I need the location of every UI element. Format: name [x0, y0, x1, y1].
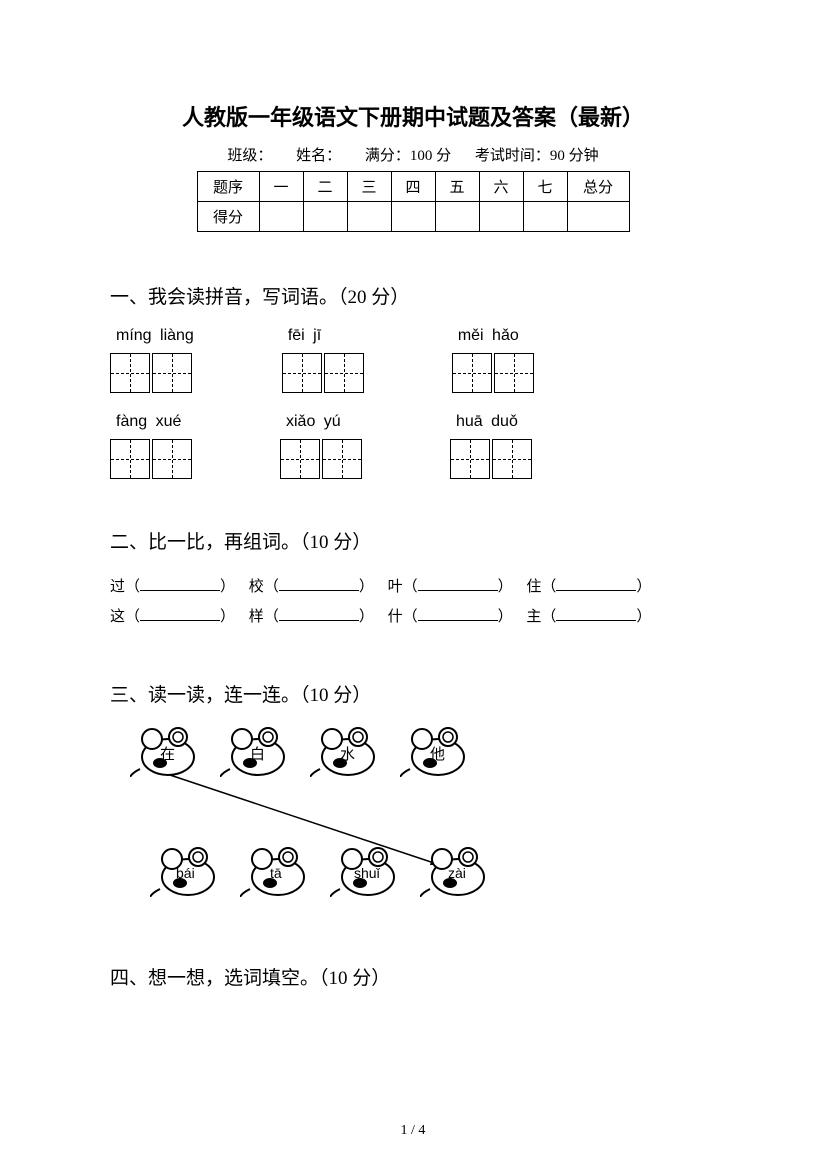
tianzige-box	[450, 439, 490, 479]
tianzige-box	[280, 439, 320, 479]
mouse-pinyin: tā	[270, 865, 282, 881]
mice-diagram: 在 白 水 他 bái tā shuǐ zài	[110, 725, 510, 915]
mouse-char: 水	[340, 743, 355, 764]
blank	[140, 590, 220, 591]
score-table: 题序 一 二 三 四 五 六 七 总分 得分	[197, 171, 630, 232]
blank	[418, 590, 498, 591]
section-title: 一、我会读拼音，写词语。（20 分）	[110, 282, 716, 309]
pinyin-item: huā duǒ	[450, 413, 532, 479]
mouse-icon: bái	[150, 845, 222, 897]
tianzige-box	[110, 439, 150, 479]
mouse-char: 白	[250, 743, 265, 764]
header-cell: 二	[303, 172, 347, 202]
char: 叶	[388, 579, 403, 595]
score-cell	[259, 202, 303, 232]
compare-row: 过（） 校（） 叶（） 住（）	[110, 572, 716, 602]
pinyin-text: míng liàng	[116, 327, 194, 345]
header-cell: 四	[391, 172, 435, 202]
blank	[279, 620, 359, 621]
blank	[418, 620, 498, 621]
section-4: 四、想一想，选词填空。（10 分）	[110, 963, 716, 990]
full-score: 满分：100 分	[365, 148, 451, 164]
mouse-char: 他	[430, 743, 445, 764]
pinyin-row: míng liàng fēi jī měi hǎo	[110, 327, 716, 393]
name-label: 姓名：	[296, 148, 341, 164]
tianzige-box	[452, 353, 492, 393]
pinyin-item: xiǎo yú	[280, 413, 362, 479]
score-label: 得分	[197, 202, 259, 232]
meta-line: 班级： 姓名： 满分：100 分 考试时间：90 分钟	[110, 144, 716, 165]
mouse-icon: zài	[420, 845, 492, 897]
pinyin-text: měi hǎo	[458, 327, 519, 345]
tianzige-box	[282, 353, 322, 393]
section-title: 三、读一读，连一连。（10 分）	[110, 680, 716, 707]
pinyin-item: míng liàng	[110, 327, 194, 393]
tianzige-box	[494, 353, 534, 393]
char: 过	[110, 579, 125, 595]
mouse-pinyin: shuǐ	[354, 865, 380, 881]
score-cell	[435, 202, 479, 232]
exam-title: 人教版一年级语文下册期中试题及答案（最新）	[110, 100, 716, 132]
page-number: 1 / 4	[0, 1123, 826, 1139]
score-cell	[479, 202, 523, 232]
char: 校	[249, 579, 264, 595]
mouse-pinyin: bái	[176, 865, 195, 881]
blank	[140, 620, 220, 621]
blank	[279, 590, 359, 591]
tianzige-box	[324, 353, 364, 393]
header-cell: 六	[479, 172, 523, 202]
header-cell: 总分	[567, 172, 629, 202]
mouse-icon: 水	[310, 725, 382, 777]
mouse-char: 在	[160, 743, 175, 764]
tianzige-box	[152, 353, 192, 393]
section-title: 二、比一比，再组词。（10 分）	[110, 527, 716, 554]
pinyin-text: fàng xué	[116, 413, 181, 431]
mouse-icon: 他	[400, 725, 472, 777]
score-cell	[567, 202, 629, 232]
pinyin-text: fēi jī	[288, 327, 321, 345]
exam-time: 考试时间：90 分钟	[475, 148, 599, 164]
tianzige-box	[492, 439, 532, 479]
header-cell: 三	[347, 172, 391, 202]
section-1: 一、我会读拼音，写词语。（20 分） míng liàng fēi jī měi…	[110, 282, 716, 479]
pinyin-text: xiǎo yú	[286, 413, 341, 431]
char: 住	[526, 579, 541, 595]
mouse-icon: 在	[130, 725, 202, 777]
blank	[556, 590, 636, 591]
score-cell	[391, 202, 435, 232]
pinyin-row: fàng xué xiǎo yú huā duǒ	[110, 413, 716, 479]
char: 样	[249, 609, 264, 625]
mouse-icon: tā	[240, 845, 312, 897]
tianzige-box	[152, 439, 192, 479]
section-3: 三、读一读，连一连。（10 分） 在 白 水 他 bái t	[110, 680, 716, 915]
header-cell: 题序	[197, 172, 259, 202]
table-row: 题序 一 二 三 四 五 六 七 总分	[197, 172, 629, 202]
char: 这	[110, 609, 125, 625]
pinyin-item: měi hǎo	[452, 327, 534, 393]
mouse-icon: shuǐ	[330, 845, 402, 897]
tianzige-box	[110, 353, 150, 393]
header-cell: 五	[435, 172, 479, 202]
compare-row: 这（） 样（） 什（） 主（）	[110, 602, 716, 632]
pinyin-item: fēi jī	[282, 327, 364, 393]
score-cell	[523, 202, 567, 232]
section-2: 二、比一比，再组词。（10 分） 过（） 校（） 叶（） 住（） 这（） 样（）…	[110, 527, 716, 632]
section-title: 四、想一想，选词填空。（10 分）	[110, 963, 716, 990]
char: 什	[388, 609, 403, 625]
pinyin-item: fàng xué	[110, 413, 192, 479]
char: 主	[526, 609, 541, 625]
score-cell	[347, 202, 391, 232]
mouse-icon: 白	[220, 725, 292, 777]
blank	[556, 620, 636, 621]
header-cell: 七	[523, 172, 567, 202]
mouse-pinyin: zài	[448, 865, 466, 881]
tianzige-box	[322, 439, 362, 479]
header-cell: 一	[259, 172, 303, 202]
table-row: 得分	[197, 202, 629, 232]
pinyin-text: huā duǒ	[456, 413, 518, 431]
score-cell	[303, 202, 347, 232]
class-label: 班级：	[227, 148, 272, 164]
